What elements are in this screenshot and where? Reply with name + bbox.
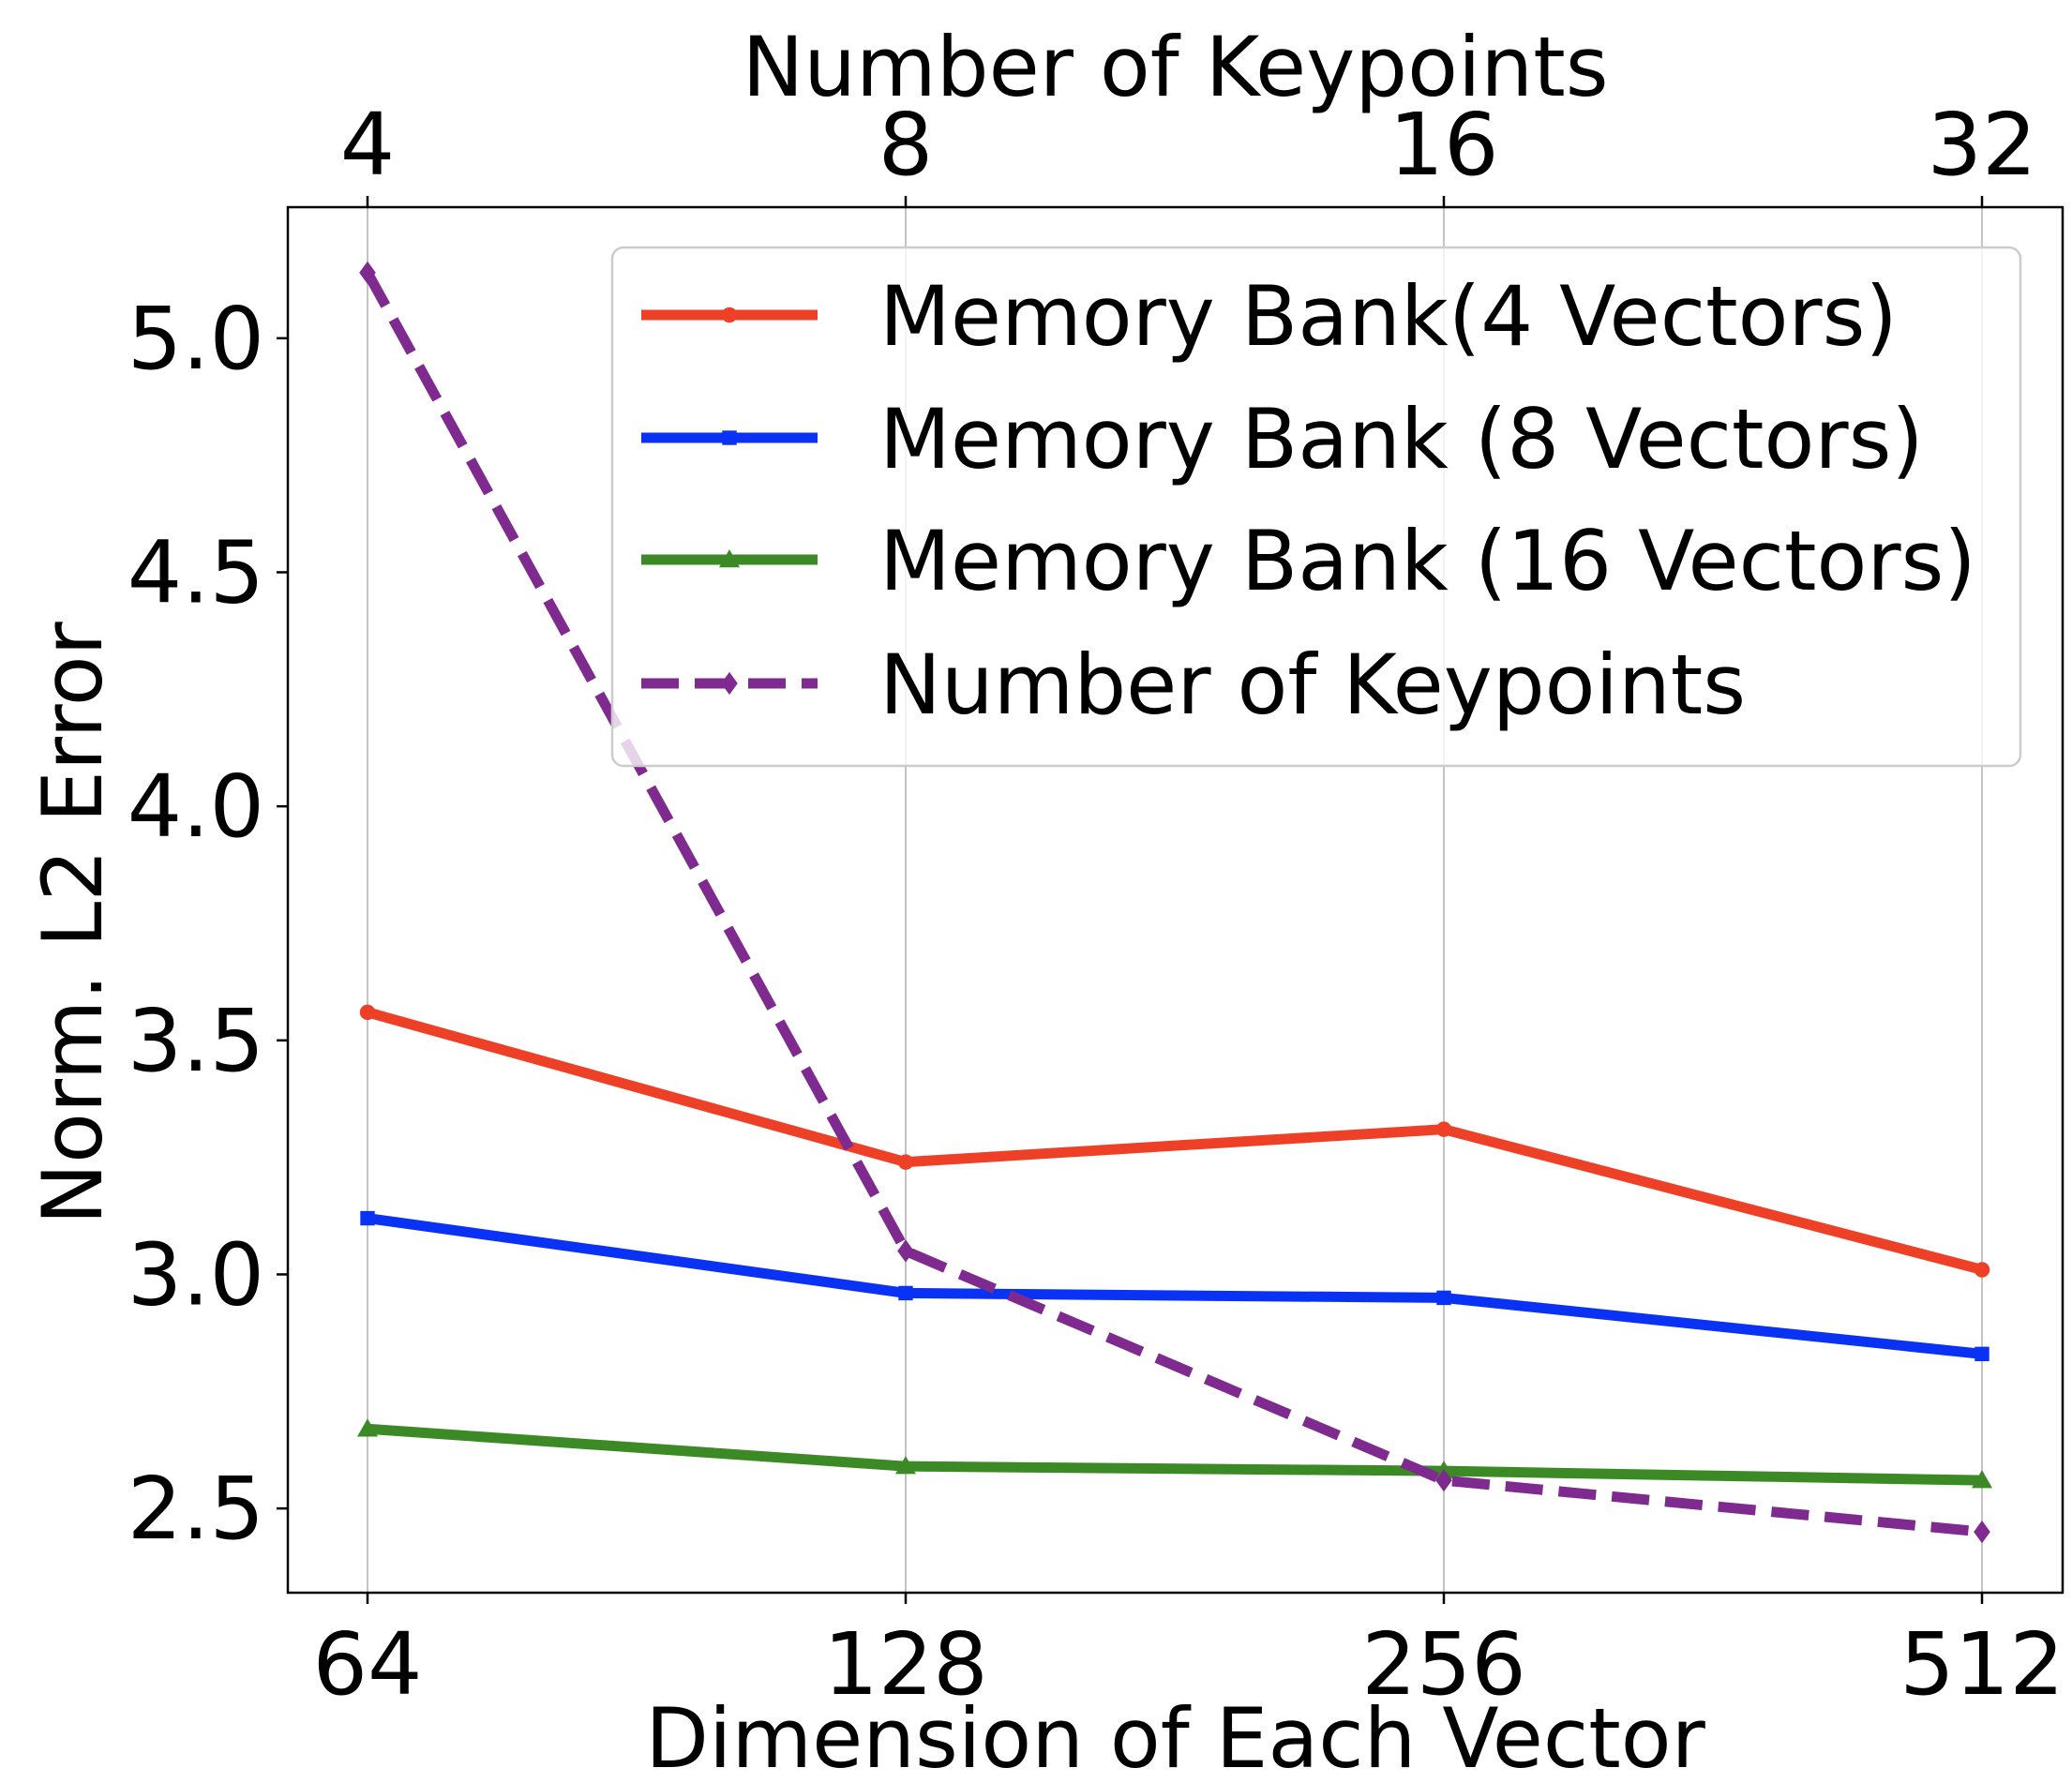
y-tick-label: 2.5 bbox=[128, 1459, 264, 1559]
series-line-2 bbox=[367, 1423, 1983, 1486]
legend-marker-0 bbox=[721, 307, 738, 323]
x-axis-title-bottom: Dimension of Each Vector bbox=[645, 1690, 1705, 1783]
data-point-2-0 bbox=[357, 1418, 378, 1437]
data-point-2-1 bbox=[895, 1456, 916, 1475]
data-point-0-2 bbox=[1435, 1121, 1452, 1137]
x-top-tick-label: 16 bbox=[1389, 95, 1498, 195]
x-bottom-tick-label: 64 bbox=[312, 1614, 422, 1715]
y-tick-label: 3.0 bbox=[128, 1224, 264, 1325]
data-point-0-3 bbox=[1974, 1262, 1990, 1278]
x-bottom-tick-label: 128 bbox=[823, 1614, 988, 1715]
x-top-tick-label: 32 bbox=[1927, 95, 2036, 195]
data-point-2-3 bbox=[1972, 1470, 1992, 1489]
data-point-3-1 bbox=[897, 1239, 914, 1263]
legend-marker-3 bbox=[721, 671, 738, 696]
y-tick-label: 4.5 bbox=[128, 522, 264, 622]
x-top-tick-label: 8 bbox=[878, 95, 934, 195]
data-point-0-0 bbox=[359, 1004, 376, 1021]
data-point-1-1 bbox=[898, 1285, 913, 1301]
y-axis-title: Norm. L2 Error bbox=[24, 621, 121, 1224]
data-point-0-1 bbox=[897, 1154, 914, 1170]
data-point-3-3 bbox=[1974, 1520, 1990, 1544]
legend-box bbox=[610, 246, 2022, 768]
data-point-3-0 bbox=[359, 261, 376, 285]
x-axis-title-top: Number of Keypoints bbox=[742, 19, 1608, 115]
axes: 64 128 256 512 4 8 16 32 2.5 3.0 3.5 4.0 4.5 5.0 bbox=[128, 95, 2064, 1715]
legend-entry-3: Number of Keypoints bbox=[641, 637, 1746, 733]
y-tick-label: 5.0 bbox=[128, 289, 264, 389]
legend-entry-1: Memory Bank (8 Vectors) bbox=[641, 391, 1924, 487]
data-point-3-2 bbox=[1435, 1469, 1452, 1492]
series-1 bbox=[360, 1210, 1989, 1362]
series-0 bbox=[359, 1004, 1990, 1278]
data-point-1-3 bbox=[1974, 1346, 1989, 1362]
legend-label-2: Memory Bank (16 Vectors) bbox=[879, 513, 1976, 609]
x-bottom-tick-label: 256 bbox=[1361, 1614, 1526, 1715]
legend-entry-0: Memory Bank(4 Vectors) bbox=[641, 268, 1898, 365]
x-bottom-tick-label: 512 bbox=[1899, 1614, 2064, 1715]
data-point-1-0 bbox=[360, 1210, 375, 1226]
x-top-tick-label: 4 bbox=[340, 95, 396, 195]
series-2 bbox=[357, 1418, 1992, 1489]
y-tick-label: 3.5 bbox=[128, 991, 264, 1091]
series-line-1 bbox=[367, 1213, 1983, 1359]
legend-label-1: Memory Bank (8 Vectors) bbox=[879, 391, 1924, 487]
data-point-1-2 bbox=[1436, 1290, 1451, 1306]
series-line-0 bbox=[366, 1007, 1984, 1275]
legend-marker-1 bbox=[722, 430, 737, 445]
legend-entry-2: Memory Bank (16 Vectors) bbox=[641, 513, 1976, 609]
plot-frame bbox=[286, 205, 2064, 1595]
legend: Memory Bank(4 Vectors) Memory Bank (8 Vec… bbox=[610, 246, 2022, 768]
legend-label-0: Memory Bank(4 Vectors) bbox=[879, 268, 1898, 365]
legend-marker-2 bbox=[719, 549, 740, 568]
legend-label-3: Number of Keypoints bbox=[879, 637, 1746, 733]
y-tick-label: 4.0 bbox=[128, 757, 264, 857]
